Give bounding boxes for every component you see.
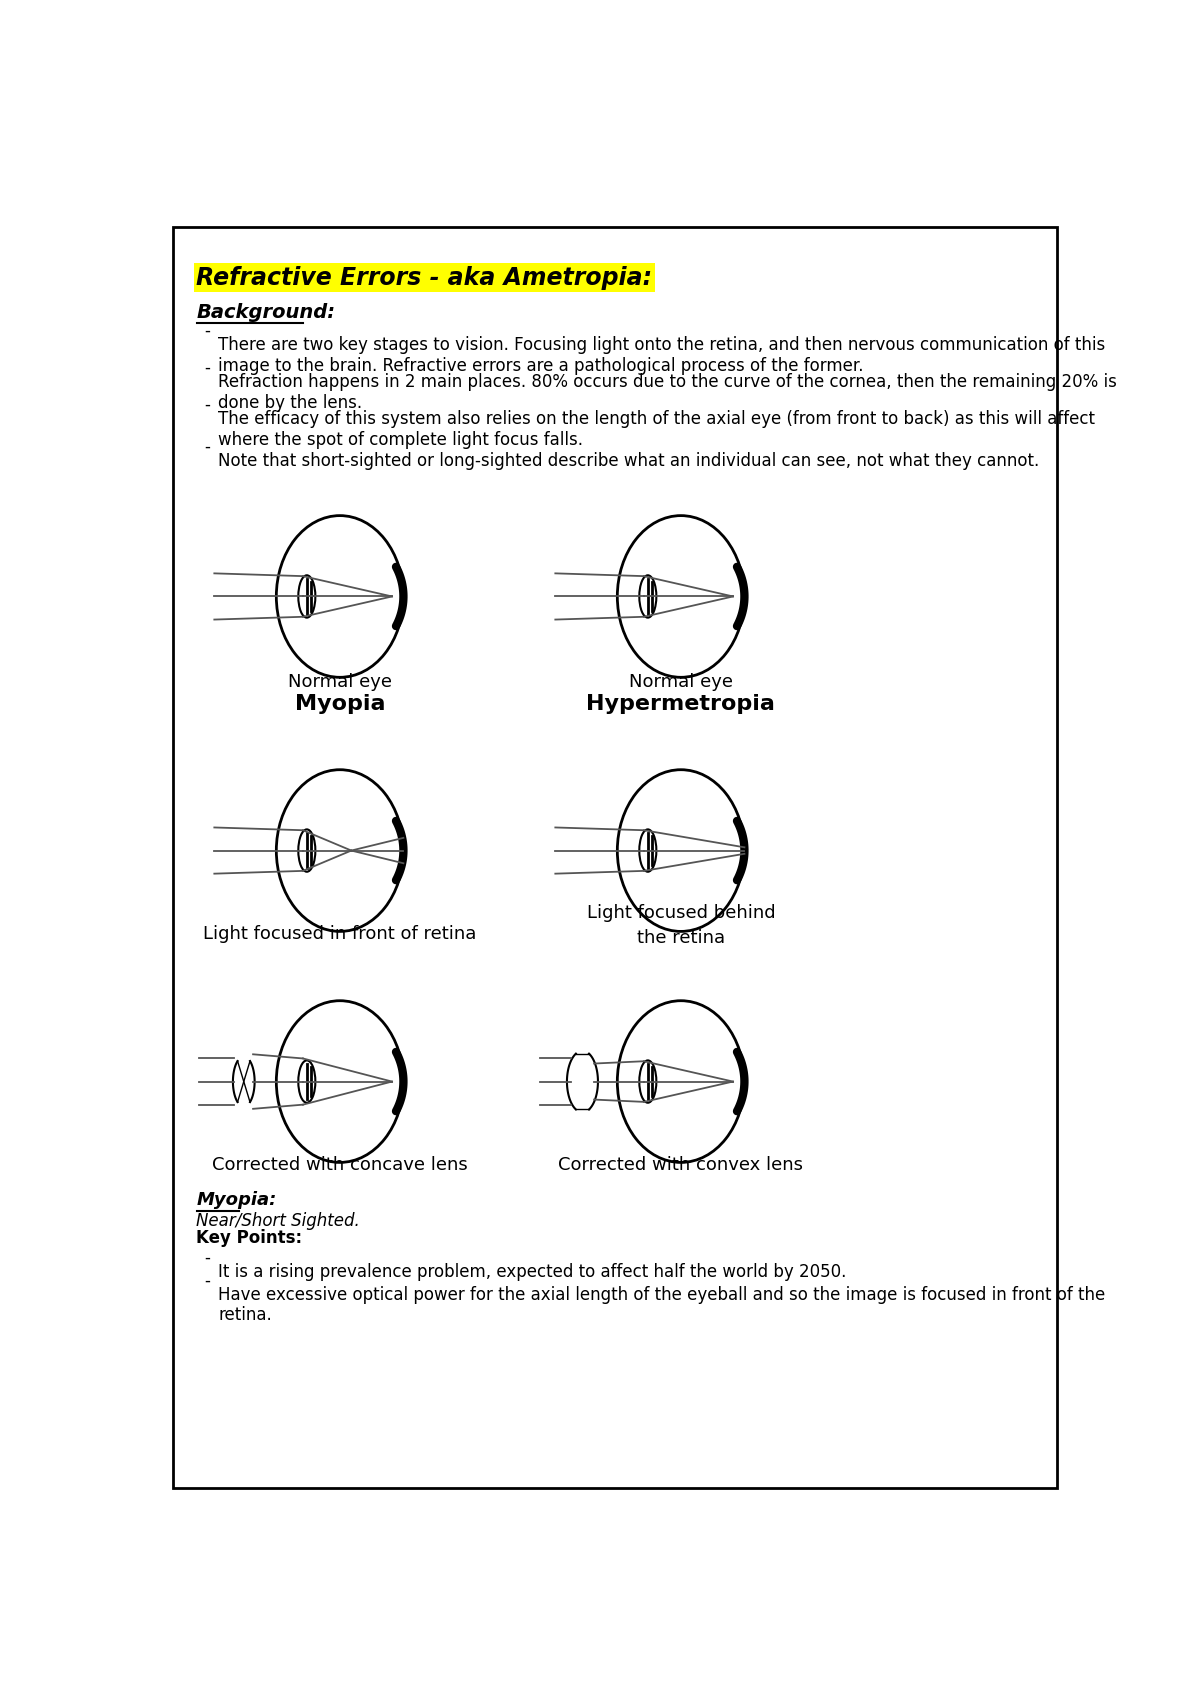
Text: Corrected with concave lens: Corrected with concave lens bbox=[212, 1156, 468, 1173]
Text: Myopia:: Myopia: bbox=[197, 1190, 277, 1209]
Text: There are two key stages to vision. Focusing light onto the retina, and then ner: There are two key stages to vision. Focu… bbox=[218, 336, 1105, 375]
Text: -: - bbox=[204, 360, 210, 377]
Text: The efficacy of this system also relies on the length of the axial eye (from fro: The efficacy of this system also relies … bbox=[218, 411, 1096, 448]
FancyBboxPatch shape bbox=[173, 228, 1057, 1487]
Text: -: - bbox=[204, 1272, 210, 1289]
Text: Normal eye: Normal eye bbox=[288, 672, 392, 691]
Text: -: - bbox=[204, 323, 210, 340]
Text: Light focused in front of retina: Light focused in front of retina bbox=[203, 925, 476, 942]
Text: -: - bbox=[204, 1248, 210, 1267]
Text: Refraction happens in 2 main places. 80% occurs due to the curve of the cornea, : Refraction happens in 2 main places. 80%… bbox=[218, 374, 1117, 413]
Text: -: - bbox=[204, 438, 210, 455]
Text: Normal eye: Normal eye bbox=[629, 672, 733, 691]
Text: Light focused behind
the retina: Light focused behind the retina bbox=[587, 903, 775, 947]
Text: Refractive Errors - aka Ametropia:: Refractive Errors - aka Ametropia: bbox=[197, 265, 653, 290]
Text: Background:: Background: bbox=[197, 302, 336, 321]
Text: Myopia: Myopia bbox=[295, 694, 385, 713]
Text: Have excessive optical power for the axial length of the eyeball and so the imag: Have excessive optical power for the axi… bbox=[218, 1285, 1105, 1324]
Text: Near/Short Sighted.: Near/Short Sighted. bbox=[197, 1212, 360, 1229]
Text: Note that short-sighted or long-sighted describe what an individual can see, not: Note that short-sighted or long-sighted … bbox=[218, 452, 1039, 470]
Text: Hypermetropia: Hypermetropia bbox=[587, 694, 775, 713]
Text: Key Points:: Key Points: bbox=[197, 1229, 302, 1248]
Text: Corrected with convex lens: Corrected with convex lens bbox=[558, 1156, 803, 1173]
Text: It is a rising prevalence problem, expected to affect half the world by 2050.: It is a rising prevalence problem, expec… bbox=[218, 1263, 846, 1280]
Text: -: - bbox=[204, 396, 210, 414]
